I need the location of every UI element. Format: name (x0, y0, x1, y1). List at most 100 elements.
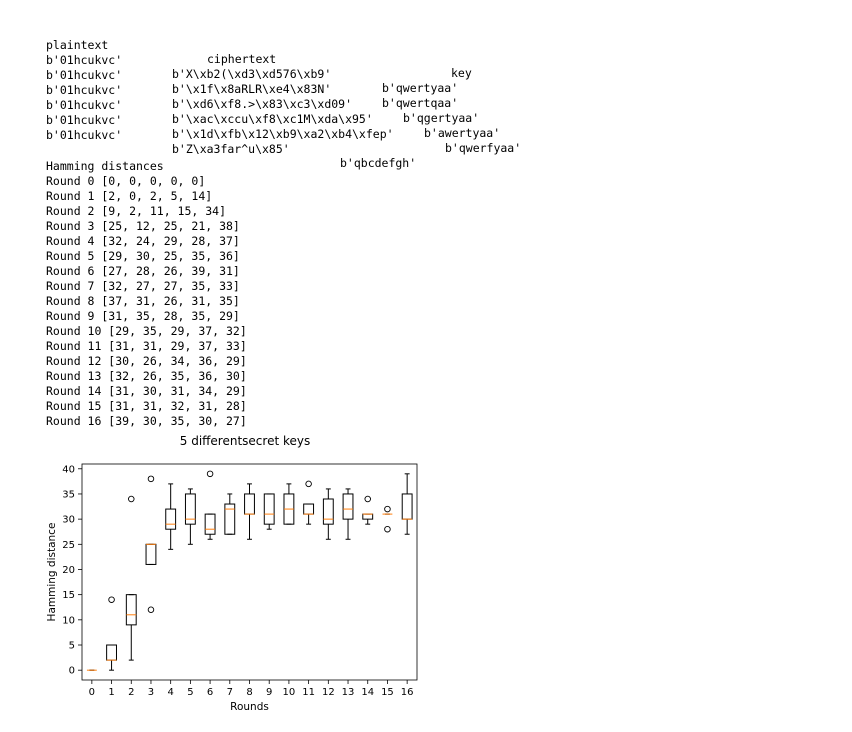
x-tick-label: 16 (401, 687, 414, 698)
box (322, 498, 334, 525)
box-group (244, 483, 255, 540)
outlier-point (108, 596, 115, 603)
cell-plaintext: b'01hcukvc' (46, 113, 123, 127)
round-line: Round 1 [2, 0, 2, 5, 14] (46, 189, 213, 203)
x-tick-label: 11 (302, 687, 315, 698)
box (184, 493, 196, 525)
cell-ciphertext: b'\xac\xccu\xf8\xc1M\xda\x95' (172, 112, 373, 126)
x-tick-label: 12 (322, 687, 335, 698)
round-line: Round 3 [25, 12, 25, 21, 38] (46, 219, 240, 233)
cell-key: b'qbcdefgh' (340, 156, 417, 170)
box (145, 543, 157, 565)
round-line: Round 15 [31, 31, 32, 31, 28] (46, 399, 247, 413)
round-line: Round 10 [29, 35, 29, 37, 32] (46, 324, 247, 338)
table-header: plaintext ciphertext key (0, 24, 852, 80)
chart-title: 5 differentsecret keys (179, 434, 311, 448)
table-row: b'01hcukvc' b'Z\xa3far^u\x85' b'qbcdefgh… (0, 114, 852, 170)
box (125, 594, 137, 626)
x-tick-label: 5 (187, 687, 193, 698)
table-row: b'01hcukvc' b'\x1f\x8aRLR\xe4\x83N' b'qw… (0, 54, 852, 110)
x-tick-label: 10 (283, 687, 296, 698)
table-row: b'01hcukvc' b'\xac\xccu\xf8\xc1M\xda\x95… (0, 84, 852, 140)
box-group (382, 505, 393, 533)
x-tick-label: 6 (207, 687, 213, 698)
cell-key: b'qwerfyaa' (445, 141, 522, 155)
cell-key: b'awertyaa' (424, 126, 501, 140)
x-tick-label: 15 (381, 687, 394, 698)
box-group (362, 495, 374, 525)
cell-key: b'qgertyaa' (403, 111, 480, 125)
table-row: b'01hcukvc' b'X\xb2(\xd3\xd576\xb9' b'qw… (0, 39, 852, 95)
table-row: b'01hcukvc' b'\x1d\xfb\x12\xb9\xa2\xb4\x… (0, 99, 852, 155)
x-axis-label: Rounds (230, 701, 269, 713)
y-axis-label: Hamming distance (46, 523, 58, 622)
box-group (263, 493, 275, 530)
outlier-point (147, 606, 155, 614)
outlier-point (128, 495, 135, 503)
y-tick-label: 40 (62, 464, 75, 475)
x-tick-label: 14 (361, 687, 374, 698)
round-line: Round 11 [31, 31, 29, 37, 33] (46, 339, 247, 353)
box (106, 644, 117, 661)
y-tick-label: 10 (62, 615, 75, 626)
header-key: key (451, 66, 472, 80)
round-line: Round 4 [32, 24, 29, 28, 37] (46, 234, 240, 248)
round-line: Round 7 [32, 27, 27, 35, 33] (46, 279, 240, 293)
y-tick-label: 15 (62, 590, 75, 601)
box (303, 503, 315, 515)
round-line: Round 14 [31, 30, 31, 34, 29] (46, 384, 247, 398)
outlier-point (147, 475, 155, 483)
cell-ciphertext: b'\xd6\xf8.>\x83\xc3\xd09' (172, 97, 353, 111)
round-line: Round 13 [32, 26, 35, 36, 30] (46, 369, 247, 383)
cell-ciphertext: b'X\xb2(\xd3\xd576\xb9' (172, 67, 332, 81)
round-line: Round 8 [37, 31, 26, 31, 35] (46, 294, 240, 308)
header-ciphertext: ciphertext (207, 52, 277, 66)
box-group (342, 488, 354, 540)
cell-plaintext: b'01hcukvc' (46, 83, 123, 97)
x-tick-label: 0 (89, 687, 95, 698)
hamming-title: Hamming distances (46, 159, 164, 173)
box-group (283, 483, 295, 525)
x-tick-label: 4 (167, 687, 173, 698)
round-line: Round 5 [29, 30, 25, 35, 36] (46, 249, 240, 263)
x-tick-label: 9 (266, 687, 272, 698)
round-line: Round 9 [31, 35, 28, 35, 29] (46, 309, 240, 323)
box (263, 493, 275, 525)
box-group (184, 488, 196, 545)
box-group (303, 480, 315, 525)
box-group (322, 488, 334, 540)
table-row: b'01hcukvc' b'\xd6\xf8.>\x83\xc3\xd09' b… (0, 69, 852, 125)
box (401, 493, 413, 520)
box (224, 503, 236, 535)
cell-ciphertext: b'\x1d\xfb\x12\xb9\xa2\xb4\xfep' (172, 127, 394, 141)
box-group (145, 475, 157, 614)
x-tick-label: 8 (246, 687, 252, 698)
box (362, 513, 374, 520)
outlier-point (305, 480, 312, 488)
boxplot-chart: 0 1 2 3 4 5 6 7 8 9 10 11 12 13 14 15 160510152025303540… (46, 463, 418, 713)
cell-plaintext: b'01hcukvc' (46, 68, 123, 82)
cell-plaintext: b'01hcukvc' (46, 53, 123, 67)
header-plaintext: plaintext (46, 38, 109, 52)
x-tick-label: 2 (128, 687, 134, 698)
y-tick-label: 25 (62, 540, 75, 551)
x-tick-label: 3 (148, 687, 154, 698)
outlier-point (364, 495, 371, 503)
round-line: Round 12 [30, 26, 34, 36, 29] (46, 354, 247, 368)
box-group (165, 483, 177, 550)
cell-ciphertext: b'\x1f\x8aRLR\xe4\x83N' (172, 82, 332, 96)
x-tick-label: 13 (342, 687, 355, 698)
cell-key: b'qwertyaa' (382, 81, 459, 95)
box (165, 508, 177, 530)
y-tick-label: 0 (69, 666, 75, 677)
box (244, 493, 255, 515)
outlier-point (206, 470, 214, 478)
x-tick-label: 1 (108, 687, 114, 698)
box-group (401, 473, 413, 535)
box-group (106, 596, 117, 671)
box (204, 513, 216, 535)
y-tick-label: 30 (62, 515, 75, 526)
y-tick-label: 35 (62, 489, 75, 500)
round-line: Round 6 [27, 28, 26, 39, 31] (46, 264, 240, 278)
box-group (125, 495, 137, 661)
